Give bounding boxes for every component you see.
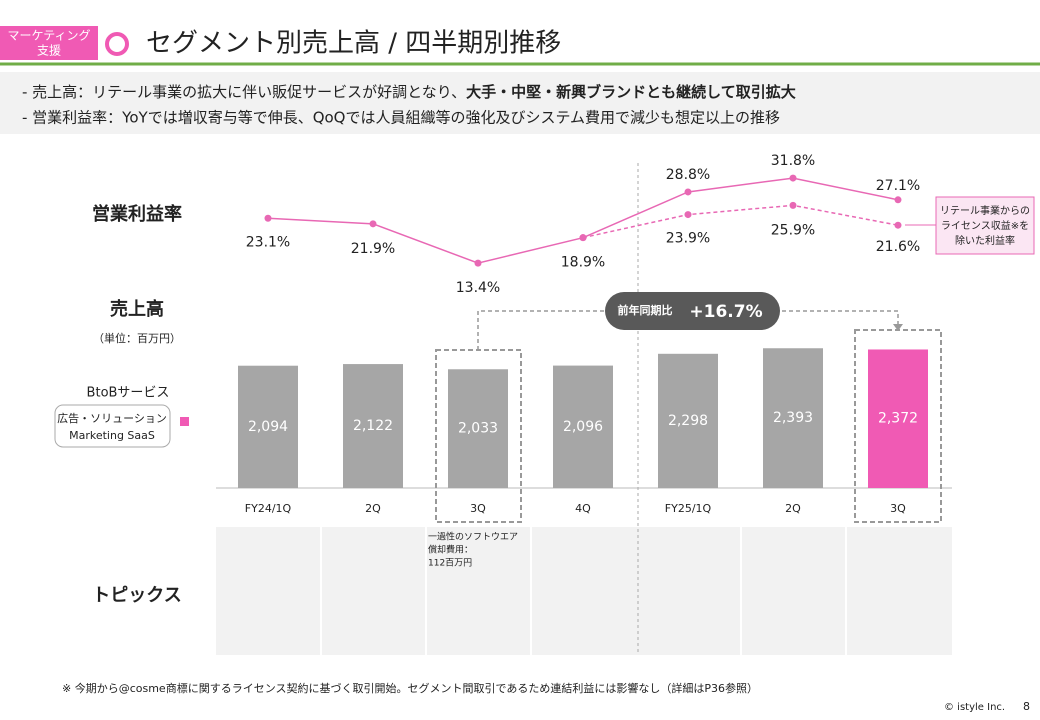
- page-number: 8: [1023, 700, 1030, 713]
- yoy-label: 前年同期比: [618, 303, 673, 317]
- bar-label: 2,393: [773, 410, 813, 426]
- x-tick-label: 2Q: [365, 502, 381, 515]
- annotation: 112百万円: [428, 558, 472, 569]
- callout-text: リテール事業からの: [940, 204, 1030, 217]
- point-label: 18.9%: [561, 255, 605, 271]
- point-label: 23.9%: [666, 231, 710, 247]
- bar-label: 2,033: [458, 421, 498, 437]
- point-label: 31.8%: [771, 153, 815, 169]
- bar: [868, 349, 928, 488]
- point: [684, 211, 692, 219]
- point-label: 25.9%: [771, 222, 815, 238]
- badge-text: 支援: [37, 44, 61, 58]
- annotation: 一過性のソフトウエア: [428, 531, 518, 543]
- line: [582, 204, 899, 239]
- point: [894, 196, 902, 204]
- bar-label: 2,096: [563, 419, 603, 435]
- legend-box: [54, 404, 171, 448]
- bar: [763, 348, 823, 488]
- bar: [238, 365, 298, 488]
- badge-text: マーケティング: [7, 29, 90, 43]
- point: [684, 188, 692, 196]
- x-tick-label: FY25/1Q: [665, 502, 712, 515]
- legend-label: Marketing SaaS: [69, 429, 155, 442]
- bullet-bold: 大手・中堅・新興ブランドとも継続して取引拡大: [466, 83, 796, 101]
- point: [789, 201, 797, 209]
- point-label: 21.6%: [876, 239, 920, 255]
- ring-icon: [105, 32, 129, 56]
- arrow-head: [893, 324, 903, 331]
- point: [894, 221, 902, 229]
- callout: [935, 196, 1035, 255]
- point-label: 21.9%: [351, 241, 395, 257]
- point: [264, 214, 272, 222]
- legend-swatch: [180, 417, 189, 426]
- x-tick-label: 3Q: [470, 502, 486, 515]
- row-label: 売上高: [110, 298, 164, 320]
- row-label: トピックス: [92, 585, 181, 606]
- bullet-box: [0, 72, 1040, 134]
- bar-label: 2,298: [668, 413, 708, 429]
- callout-text: ライセンス収益※を: [941, 219, 1029, 232]
- point-label: 28.8%: [666, 167, 710, 183]
- yoy-badge: [605, 292, 780, 330]
- point-label: 23.1%: [246, 234, 290, 250]
- point: [369, 220, 377, 228]
- point-label: 13.4%: [456, 280, 500, 296]
- topics-area: [216, 527, 952, 655]
- bullet: - 営業利益率：YoYでは増収寄与等で伸長、QoQでは人員組織等の強化及びシステ…: [22, 109, 780, 127]
- bar: [448, 369, 508, 488]
- bullet-text: - 売上高：リテール事業の拡大に伴い販促サービスが好調となり、: [22, 83, 466, 101]
- bar: [553, 365, 613, 488]
- badge: [0, 26, 98, 60]
- x-tick-label: FY24/1Q: [245, 502, 292, 515]
- footnote: ※ 今期から@cosme商標に関するライセンス契約に基づく取引開始。セグメント間…: [62, 681, 758, 695]
- point: [789, 174, 797, 182]
- x-tick-label: 4Q: [575, 502, 591, 515]
- annotation: 償却費用：: [428, 544, 473, 556]
- callout-text: 除いた利益率: [955, 234, 1015, 247]
- group-label: BtoBサービス: [87, 386, 170, 401]
- bar: [343, 364, 403, 488]
- copyright: © istyle Inc.: [944, 702, 1005, 713]
- x-tick-label: 2Q: [785, 502, 801, 515]
- bar-label: 2,094: [248, 419, 288, 435]
- point-label: 27.1%: [876, 178, 920, 194]
- point: [579, 234, 587, 242]
- yoy-value: +16.7%: [689, 302, 762, 322]
- bar: [658, 353, 718, 488]
- bar-label: 2,372: [878, 411, 918, 427]
- unit: （単位：百万円）: [93, 331, 181, 345]
- topic-dividers: [320, 527, 847, 655]
- point: [474, 259, 482, 267]
- row-label: 営業利益率: [92, 203, 182, 225]
- bar-label: 2,122: [353, 418, 393, 434]
- legend-label: 広告・ソリューション: [57, 412, 167, 425]
- x-tick-label: 3Q: [890, 502, 906, 515]
- title: セグメント別売上高 / 四半期別推移: [146, 29, 561, 59]
- bullet: - 売上高：リテール事業の拡大に伴い販促サービスが好調となり、大手・中堅・新興ブ…: [22, 83, 796, 101]
